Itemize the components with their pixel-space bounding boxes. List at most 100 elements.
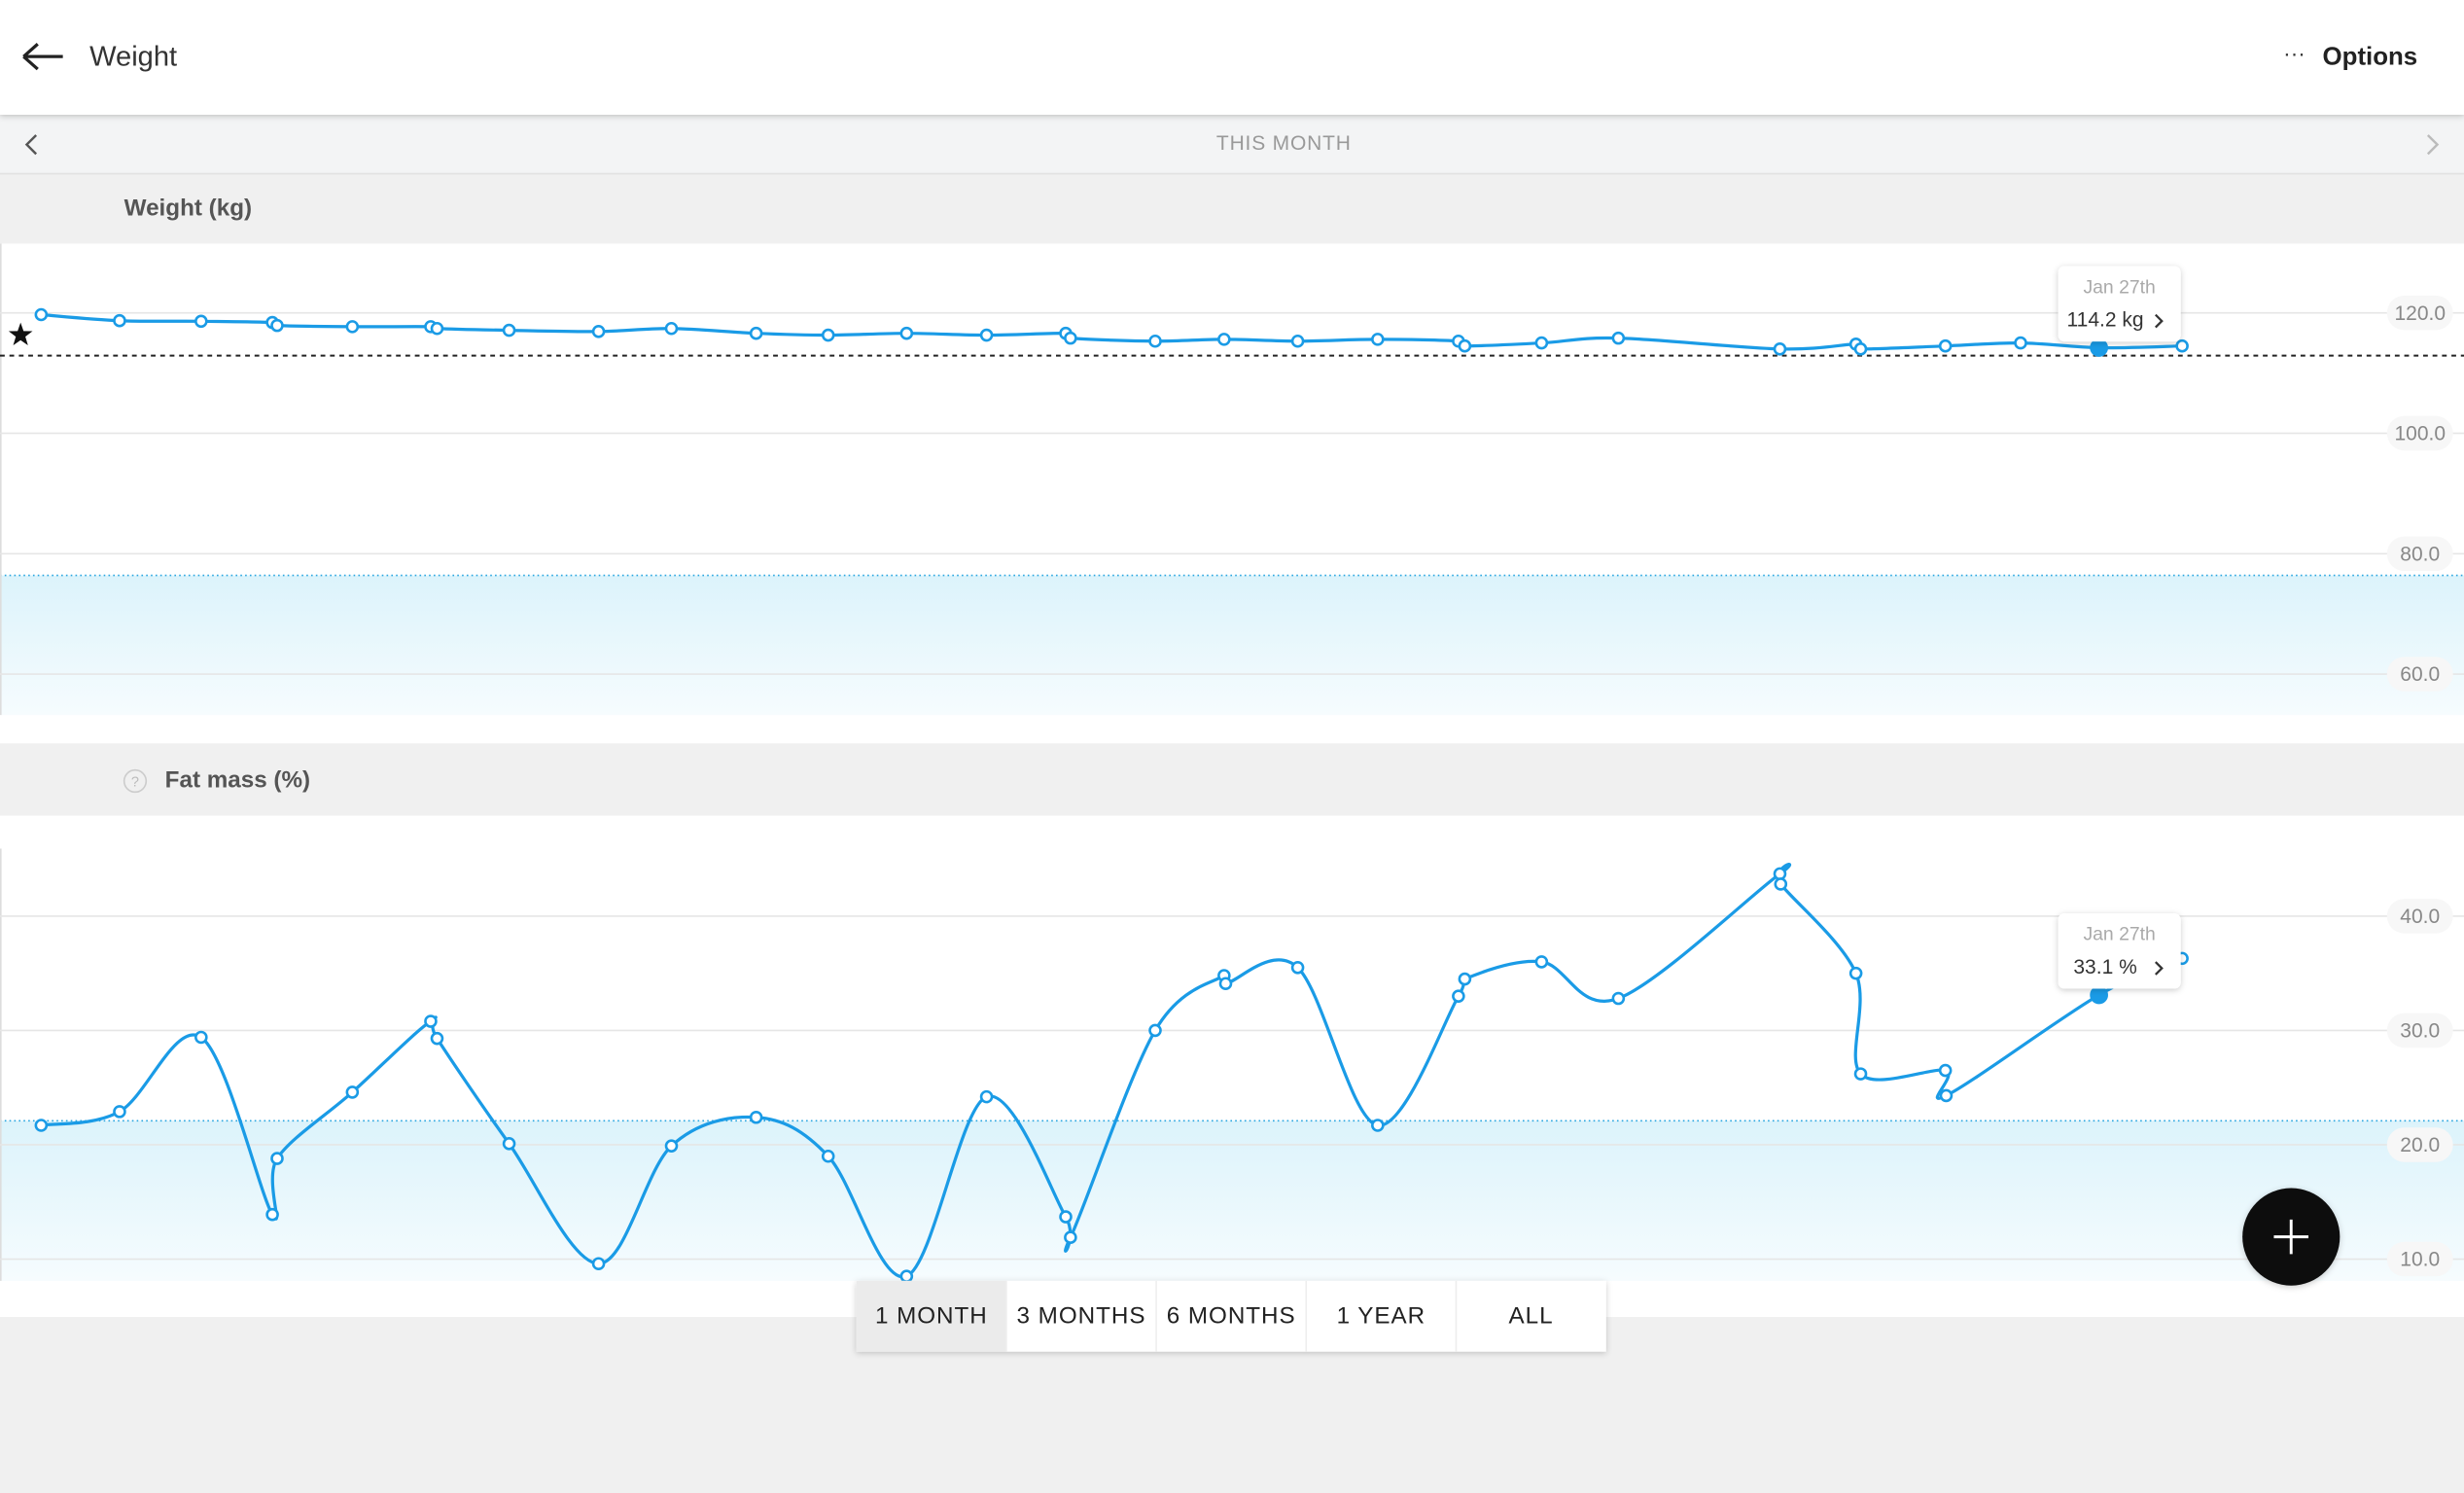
data-point[interactable] xyxy=(1853,1067,1868,1081)
back-button[interactable] xyxy=(22,43,63,71)
data-point[interactable] xyxy=(591,1257,606,1271)
y-tick-label: 80.0 xyxy=(2400,543,2440,565)
data-point[interactable] xyxy=(1290,960,1305,975)
data-point[interactable] xyxy=(979,328,994,342)
range-button-label[interactable]: 6 MONTHS xyxy=(1167,1302,1296,1329)
data-point[interactable] xyxy=(1371,333,1385,346)
fab-plus[interactable] xyxy=(2273,1219,2309,1255)
tooltip-chevron[interactable] xyxy=(2154,313,2164,329)
range-button[interactable]: 6 MONTHS xyxy=(1155,1280,1307,1352)
data-point[interactable] xyxy=(194,314,208,329)
data-point[interactable] xyxy=(1611,331,1626,345)
data-point[interactable] xyxy=(270,318,284,333)
range-button-bg[interactable] xyxy=(1005,1280,1157,1352)
data-point[interactable] xyxy=(113,1105,126,1119)
range-button[interactable]: 1 YEAR xyxy=(1305,1280,1457,1352)
help-icon[interactable] xyxy=(123,768,148,794)
range-button-label[interactable]: 3 MONTHS xyxy=(1017,1302,1146,1329)
data-point[interactable] xyxy=(34,1119,49,1132)
range-button-label[interactable]: 1 MONTH xyxy=(875,1302,988,1329)
data-point[interactable] xyxy=(345,1085,360,1099)
data-point[interactable] xyxy=(899,1269,914,1283)
options-button[interactable]: Options xyxy=(2323,44,2418,71)
data-point[interactable] xyxy=(821,1149,835,1163)
data-point[interactable] xyxy=(1534,955,1549,969)
data-point[interactable] xyxy=(749,1110,763,1124)
tooltip-date: Jan 27th xyxy=(2083,924,2155,945)
data-point[interactable] xyxy=(270,1152,284,1165)
data-point[interactable] xyxy=(1939,1088,1954,1103)
tooltip xyxy=(2058,266,2181,342)
data-point[interactable] xyxy=(664,1139,679,1153)
prev-period[interactable] xyxy=(24,134,38,156)
data-point[interactable] xyxy=(1452,989,1465,1003)
data-point[interactable] xyxy=(664,321,679,336)
help-icon-label[interactable]: ? xyxy=(131,775,139,791)
start-marker xyxy=(8,322,33,346)
data-point[interactable] xyxy=(749,326,763,340)
options-dots[interactable]: ··· xyxy=(2283,42,2306,66)
data-point[interactable] xyxy=(1217,333,1231,346)
data-point[interactable] xyxy=(1059,1210,1073,1224)
top-bar xyxy=(0,0,2464,115)
data-point[interactable] xyxy=(1611,991,1626,1006)
data-point[interactable] xyxy=(1773,341,1787,356)
chart-title: Fat mass (%) xyxy=(165,766,310,793)
period-label: THIS MONTH xyxy=(1216,132,1352,155)
data-point[interactable] xyxy=(899,326,914,340)
tooltip-value: 114.2 kg xyxy=(2067,309,2144,332)
range-selector: 1 MONTH 3 MONTHS 6 MONTHS 1 YEAR ALL xyxy=(856,1280,1606,1352)
data-point[interactable] xyxy=(1458,972,1472,986)
range-button-bg[interactable] xyxy=(1306,1280,1457,1352)
data-point[interactable] xyxy=(1458,338,1472,353)
data-point[interactable] xyxy=(1371,1119,1385,1132)
data-point[interactable] xyxy=(1148,1023,1162,1038)
data-point[interactable] xyxy=(1938,1063,1953,1078)
data-point[interactable] xyxy=(345,320,360,334)
next-period[interactable] xyxy=(2426,134,2440,156)
data-point[interactable] xyxy=(1938,338,1953,353)
data-point[interactable] xyxy=(424,1014,438,1028)
data-point[interactable] xyxy=(194,1030,208,1045)
data-point[interactable] xyxy=(2014,336,2027,350)
chart-title: Weight (kg) xyxy=(124,195,252,221)
data-point[interactable] xyxy=(113,313,126,328)
tooltip xyxy=(2058,912,2181,989)
data-point[interactable] xyxy=(502,323,516,338)
range-button-bg[interactable] xyxy=(1456,1280,1606,1352)
range-button-label[interactable]: 1 YEAR xyxy=(1337,1302,1426,1329)
range-button[interactable]: 3 MONTHS xyxy=(1005,1280,1157,1352)
data-point[interactable] xyxy=(34,307,49,322)
data-point[interactable] xyxy=(2175,338,2189,353)
data-point[interactable] xyxy=(1064,331,1077,345)
data-point[interactable] xyxy=(979,1089,994,1104)
range-button[interactable]: ALL xyxy=(1455,1280,1606,1352)
data-point[interactable] xyxy=(1853,341,1868,356)
data-point[interactable] xyxy=(1148,334,1162,348)
add-button[interactable] xyxy=(2242,1188,2341,1286)
data-point[interactable] xyxy=(821,328,835,342)
data-point[interactable] xyxy=(265,1207,279,1222)
data-point[interactable] xyxy=(1290,334,1305,348)
range-button[interactable]: 1 MONTH xyxy=(856,1280,1006,1352)
range-button-bg[interactable] xyxy=(1156,1280,1307,1352)
data-point[interactable] xyxy=(430,321,444,336)
data-point[interactable] xyxy=(1218,977,1233,991)
tooltip-chevron[interactable] xyxy=(2154,961,2164,976)
selected-point[interactable] xyxy=(2090,338,2108,357)
data-point[interactable] xyxy=(430,1031,444,1046)
data-point[interactable] xyxy=(502,1137,516,1151)
range-button-label[interactable]: ALL xyxy=(1509,1302,1554,1329)
data-point[interactable] xyxy=(1848,966,1863,980)
back-arrow[interactable] xyxy=(22,43,63,71)
y-tick-label: 40.0 xyxy=(2400,906,2440,928)
data-point[interactable] xyxy=(591,325,606,338)
range-button-bg[interactable] xyxy=(856,1280,1006,1352)
data-point[interactable] xyxy=(1534,336,1549,350)
tick-label-bg xyxy=(2386,1013,2453,1049)
data-point[interactable] xyxy=(1064,1230,1077,1244)
tick-label-bg xyxy=(2386,899,2453,934)
data-point[interactable] xyxy=(1774,877,1788,891)
selected-point[interactable] xyxy=(2090,985,2108,1005)
